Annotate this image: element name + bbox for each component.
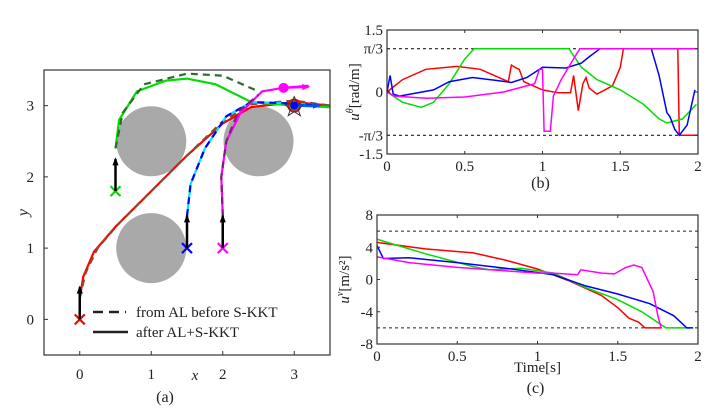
y-axis-label: y xyxy=(15,208,32,218)
trajectory-plot: 0 1 2 3 0 1 2 3 x y (a) from AL before S-KKT after A… xyxy=(15,69,331,406)
series-line xyxy=(386,47,696,137)
y-tick-label: 1 xyxy=(27,241,35,257)
obstacle-circle xyxy=(116,213,187,284)
x-axis-label: Time[s] xyxy=(514,360,561,376)
y-tick-label: 2 xyxy=(27,170,35,186)
y-tick-label: -8 xyxy=(361,337,374,353)
x-tick-label: 1 xyxy=(539,159,547,175)
y-tick-label: 4 xyxy=(366,240,374,256)
y-tick-label: 8 xyxy=(366,208,374,224)
x-tick-label: 2 xyxy=(694,159,702,175)
series-line xyxy=(376,238,690,329)
x-tick-label: 0.5 xyxy=(448,349,467,365)
legend-label: after AL+S-KKT xyxy=(136,325,239,341)
blue-final-dot xyxy=(290,101,299,110)
panel-caption: (a) xyxy=(156,389,174,406)
y-axis-label-unit: [m/s²] xyxy=(337,255,353,291)
y-axis-label-superscript: v xyxy=(335,291,346,296)
acceleration-plot-frame xyxy=(376,214,699,345)
trajectory-before-line xyxy=(78,99,331,299)
obstacle-circle xyxy=(223,106,294,177)
y-tick-label: 0 xyxy=(376,85,384,101)
y-axis-label-unit: [rad/m] xyxy=(347,63,363,108)
series-line xyxy=(376,256,662,329)
y-axis-label-symbol: u xyxy=(347,113,363,121)
x-axis-label: x xyxy=(191,368,199,384)
panel-caption: (b) xyxy=(531,175,550,192)
blue-final-arrow-head xyxy=(312,102,322,109)
x-tick-label: 2 xyxy=(219,367,227,383)
trajectory-before-line xyxy=(220,94,260,217)
y-tick-label: 0 xyxy=(27,312,35,328)
y-axis-label: uθ[rad/m] xyxy=(345,63,363,120)
y-tick-label: -π/3 xyxy=(359,128,383,144)
series-line xyxy=(386,47,697,124)
x-tick-label: 1 xyxy=(148,367,156,383)
legend-label: from AL before S-KKT xyxy=(136,305,278,321)
heading-arrow-head xyxy=(76,285,83,294)
panel-caption: (c) xyxy=(527,380,545,397)
legend: from AL before S-KKT after AL+S-KKT xyxy=(93,305,278,341)
x-tick-label: 0 xyxy=(373,349,381,365)
x-tick-label: 0.5 xyxy=(455,159,474,175)
heading-arrow-head xyxy=(112,157,119,166)
goal-star-marker xyxy=(284,95,305,117)
y-axis-label-symbol: u xyxy=(337,296,353,304)
acceleration-plot: 0 0.5 1 1.5 2 8 4 0 -4 -8 uv[m/s²] Time[s] (c) xyxy=(335,208,702,397)
heading-arrow-head xyxy=(219,214,226,223)
obstacle-circle xyxy=(116,106,187,177)
heading-arrow-head xyxy=(183,214,191,223)
x-tick-label: 3 xyxy=(291,367,299,383)
y-tick-label: 1.5 xyxy=(364,23,383,39)
y-tick-label: π/3 xyxy=(364,42,383,58)
series-line xyxy=(376,241,662,329)
x-tick-label: 1.5 xyxy=(608,349,627,365)
y-tick-label: 0 xyxy=(366,273,374,289)
x-tick-label: 1.5 xyxy=(611,159,630,175)
trajectory-plot-frame xyxy=(43,69,331,356)
y-axis-label: uv[m/s²] xyxy=(335,255,353,303)
trajectory-before-line xyxy=(114,72,259,149)
x-tick-label: 0 xyxy=(383,159,391,175)
x-tick-label: 2 xyxy=(694,349,702,365)
y-tick-label: -4 xyxy=(361,305,374,321)
y-tick-label: 3 xyxy=(27,99,35,115)
series-line xyxy=(386,47,698,133)
x-tick-label: 1 xyxy=(534,349,542,365)
x-tick-label: 0 xyxy=(76,367,84,383)
series-line xyxy=(386,47,698,137)
steering-plot: 0 0.5 1 1.5 21.5π/30-π/3-1.5uθ[rad/m](b) xyxy=(345,23,702,192)
y-axis-label-superscript: θ xyxy=(345,108,356,113)
magenta-final-arrow-head xyxy=(302,84,311,91)
y-tick-label: -1.5 xyxy=(359,147,383,163)
series-line xyxy=(376,245,694,329)
